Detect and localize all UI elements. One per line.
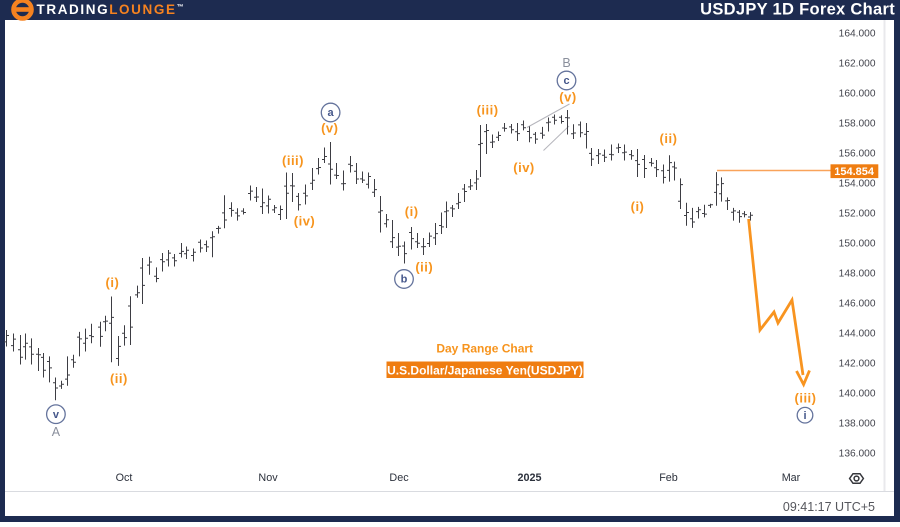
svg-text:b: b [401, 274, 408, 286]
svg-text:(iii): (iii) [282, 153, 304, 168]
svg-text:162.000: 162.000 [839, 59, 876, 70]
svg-text:140.000: 140.000 [839, 389, 876, 400]
svg-text:(i): (i) [405, 204, 419, 219]
svg-text:160.000: 160.000 [839, 89, 876, 100]
svg-text:B: B [562, 56, 570, 70]
svg-text:TRADINGLOUNGE™: TRADINGLOUNGE™ [37, 2, 184, 17]
svg-text:138.000: 138.000 [839, 419, 876, 430]
svg-text:150.000: 150.000 [839, 239, 876, 250]
svg-text:c: c [563, 75, 569, 87]
svg-text:Nov: Nov [258, 472, 278, 484]
svg-text:(iii): (iii) [477, 103, 499, 118]
svg-text:Oct: Oct [116, 472, 133, 484]
svg-text:(i): (i) [106, 275, 120, 290]
svg-text:Dec: Dec [389, 472, 409, 484]
svg-text:v: v [53, 409, 60, 421]
svg-text:(ii): (ii) [110, 371, 128, 386]
svg-text:(ii): (ii) [415, 260, 433, 275]
svg-text:136.000: 136.000 [839, 449, 876, 460]
svg-text:a: a [328, 107, 335, 119]
svg-text:164.000: 164.000 [839, 29, 876, 40]
svg-text:(iv): (iv) [294, 214, 316, 229]
svg-text:158.000: 158.000 [839, 119, 876, 130]
svg-text:(i): (i) [631, 199, 645, 214]
svg-text:142.000: 142.000 [839, 359, 876, 370]
svg-text:154.854: 154.854 [834, 166, 875, 178]
svg-text:144.000: 144.000 [839, 329, 876, 340]
svg-text:i: i [803, 410, 806, 422]
svg-text:(v): (v) [559, 90, 576, 105]
svg-text:154.000: 154.000 [839, 179, 876, 190]
svg-text:Day Range Chart: Day Range Chart [436, 342, 533, 356]
svg-text:A: A [52, 425, 61, 439]
svg-text:148.000: 148.000 [839, 269, 876, 280]
svg-text:(ii): (ii) [660, 131, 678, 146]
svg-text:2025: 2025 [517, 472, 541, 484]
svg-text:146.000: 146.000 [839, 299, 876, 310]
svg-text:(v): (v) [321, 121, 338, 136]
svg-text:U.S.Dollar/Japanese Yen(USDJPY: U.S.Dollar/Japanese Yen(USDJPY) [387, 364, 583, 378]
svg-text:(iv): (iv) [513, 160, 535, 175]
svg-text:(iii): (iii) [795, 391, 817, 406]
svg-text:USDJPY 1D Forex Chart: USDJPY 1D Forex Chart [700, 1, 895, 19]
svg-text:Mar: Mar [782, 472, 801, 484]
svg-text:09:41:17 UTC+5: 09:41:17 UTC+5 [783, 500, 875, 514]
svg-text:Feb: Feb [659, 472, 678, 484]
svg-text:152.000: 152.000 [839, 209, 876, 220]
svg-text:156.000: 156.000 [839, 149, 876, 160]
